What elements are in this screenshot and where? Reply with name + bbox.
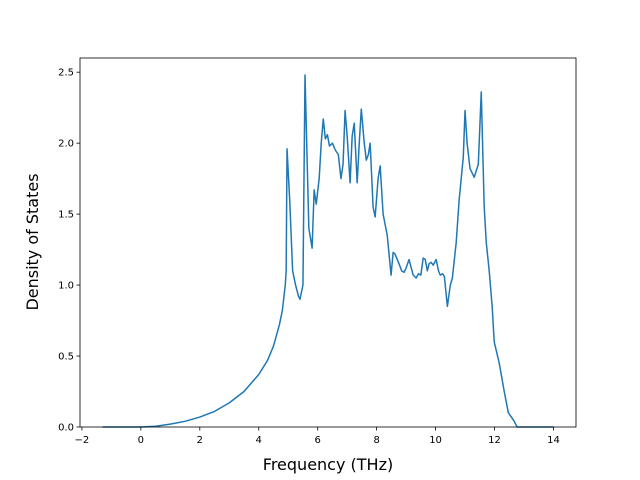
x-tick-label: 8 bbox=[373, 435, 379, 446]
y-tick-label: 2.5 bbox=[58, 68, 74, 79]
y-axis-label: Density of States bbox=[23, 173, 42, 310]
x-axis-label: Frequency (THz) bbox=[263, 455, 393, 474]
x-tick-label: 6 bbox=[314, 435, 320, 446]
x-tick-label: 2 bbox=[197, 435, 203, 446]
y-tick-label: 2.0 bbox=[58, 139, 74, 150]
y-tick-label: 0.5 bbox=[58, 352, 74, 363]
y-tick-label: 1.5 bbox=[58, 210, 74, 221]
dos-line bbox=[102, 74, 554, 428]
y-tick-label: 0.0 bbox=[58, 423, 74, 434]
x-tick-label: 14 bbox=[547, 435, 560, 446]
x-tick-label: −2 bbox=[75, 435, 90, 446]
y-tick-label: 1.0 bbox=[58, 281, 74, 292]
x-tick-label: 12 bbox=[488, 435, 501, 446]
x-tick-label: 4 bbox=[256, 435, 262, 446]
x-tick-label: 0 bbox=[138, 435, 144, 446]
plot-frame bbox=[79, 57, 577, 428]
x-tick-label: 10 bbox=[429, 435, 442, 446]
